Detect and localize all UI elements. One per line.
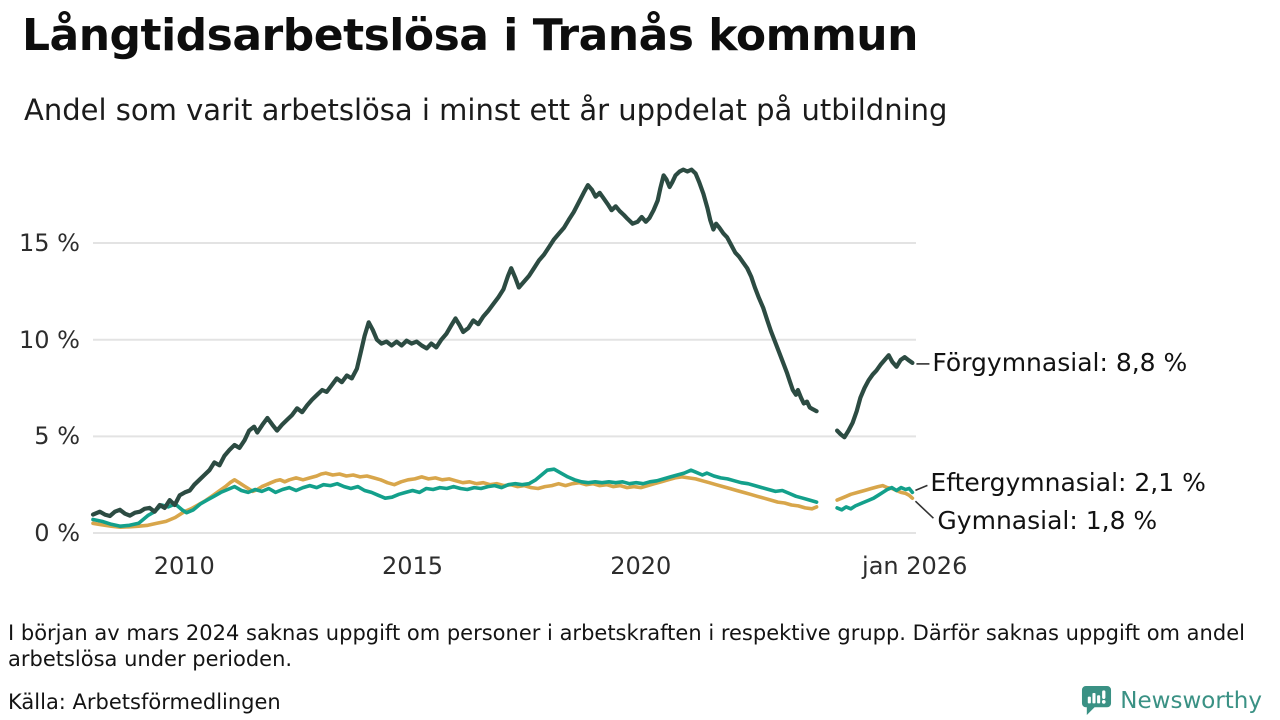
y-axis-tick-label-10: 10 % <box>19 325 80 354</box>
newsworthy-wordmark: Newsworthy <box>1120 687 1262 714</box>
series-line-forgymnasial-seg1 <box>835 353 915 440</box>
series-line-gymnasial-seg1 <box>835 483 915 502</box>
x-axis-tick-label-2015: 2015 <box>382 552 444 580</box>
series-line-eftergymnasial-seg0 <box>91 467 819 528</box>
x-axis-tick-label-2010: 2010 <box>153 552 215 580</box>
leader-line-eftergymnasial <box>915 484 928 492</box>
y-axis-tick-label-5: 5 % <box>34 422 80 451</box>
leader-line-gymnasial <box>914 500 934 519</box>
y-axis-tick-label-0: 0 % <box>34 519 80 547</box>
x-axis-tick-label-2026: jan 2026 <box>862 552 968 580</box>
chart-subtitle: Andel som varit arbetslösa i minst ett å… <box>24 93 948 127</box>
x-axis-tick-label-2020: 2020 <box>610 552 672 580</box>
y-axis-tick-label-15: 15 % <box>19 229 80 258</box>
chart-title: Långtidsarbetslösa i Tranås kommun <box>22 10 918 61</box>
series-end-label-gymnasial: Gymnasial: 1,8 % <box>937 506 1158 536</box>
source-text: Källa: Arbetsförmedlingen <box>8 690 281 714</box>
series-line-forgymnasial-seg0 <box>90 167 819 519</box>
newsworthy-logo: Newsworthy <box>1081 685 1262 716</box>
series-end-label-eftergymnasial: Eftergymnasial: 2,1 % <box>930 468 1206 498</box>
series-line-eftergymnasial-seg1 <box>835 485 915 512</box>
series-end-label-forgymnasial: Förgymnasial: 8,8 % <box>932 347 1188 377</box>
footnote-text: I början av mars 2024 saknas uppgift om … <box>8 621 1245 671</box>
newsworthy-chart-bubble-icon <box>1081 685 1112 716</box>
series-line-gymnasial-seg0 <box>91 471 819 529</box>
